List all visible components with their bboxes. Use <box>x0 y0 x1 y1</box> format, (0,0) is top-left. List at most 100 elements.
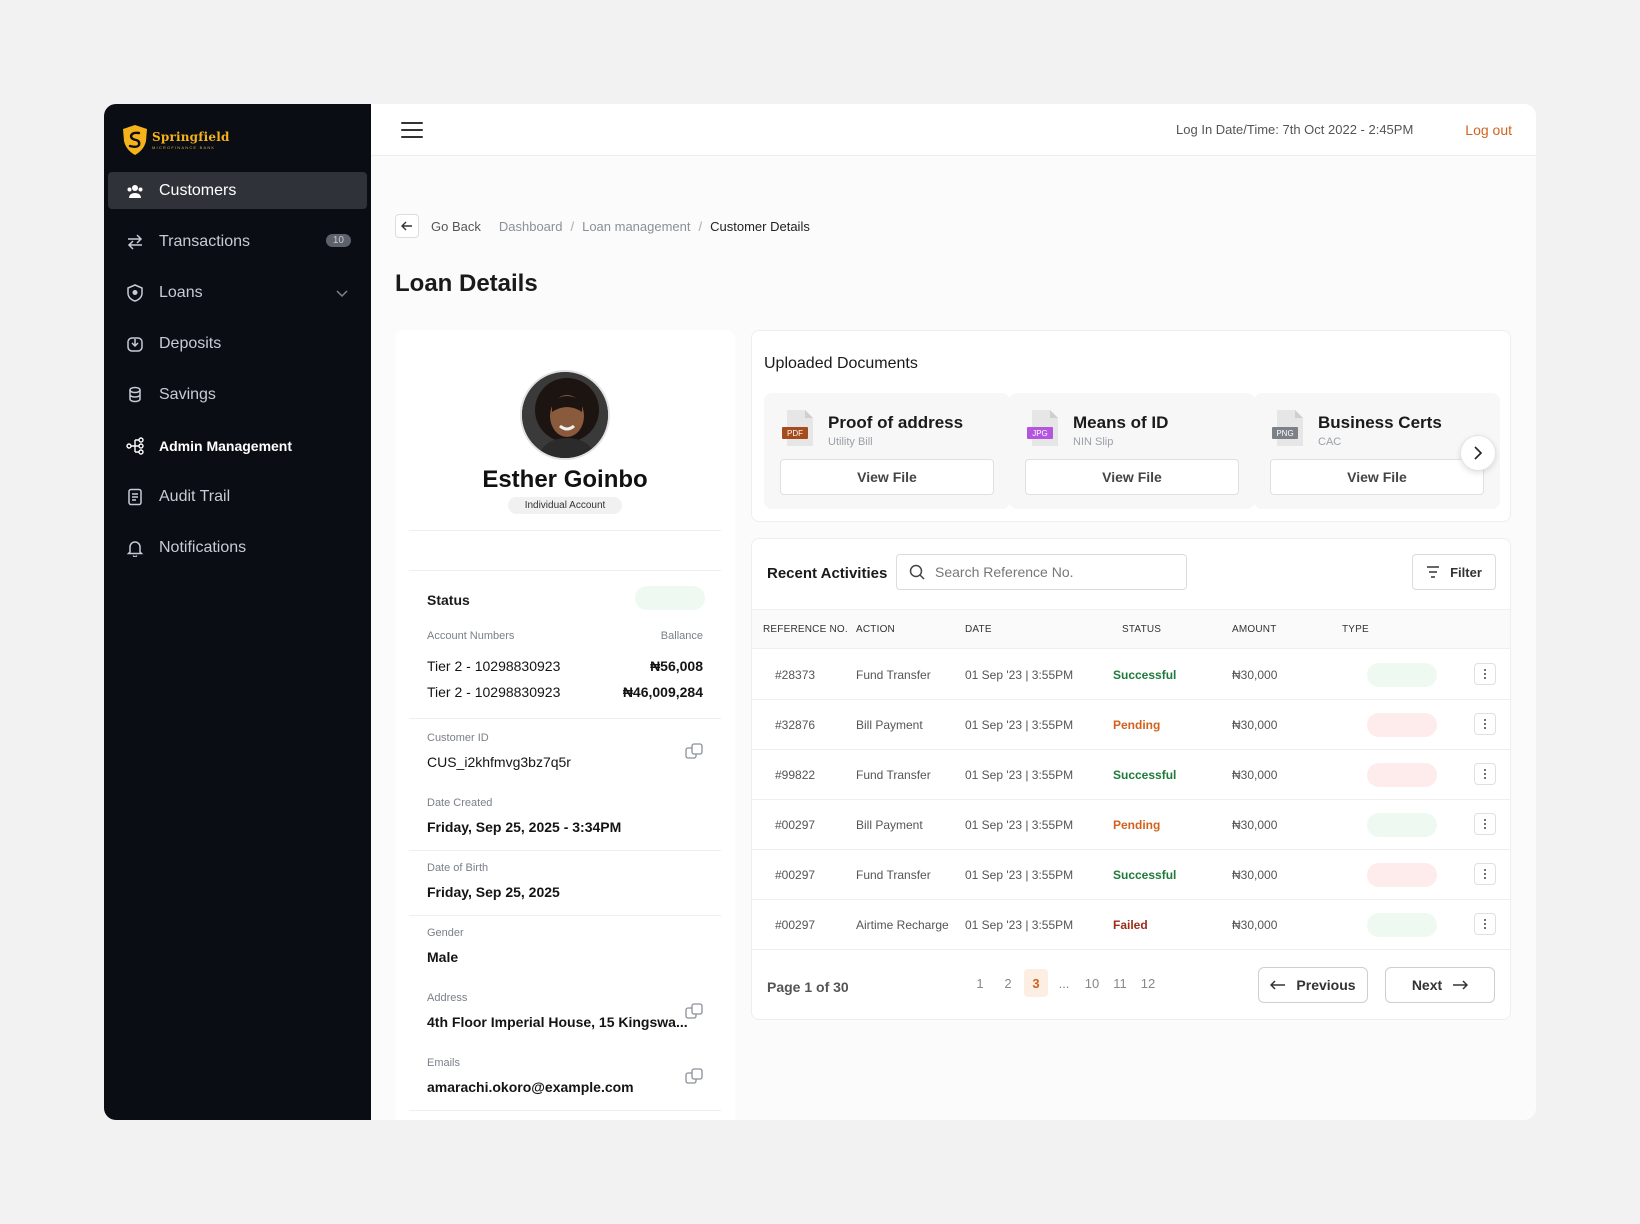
dob-label: Date of Birth <box>427 862 489 874</box>
users-icon <box>125 181 145 201</box>
column-header[interactable]: TYPE <box>1342 624 1369 635</box>
next-button[interactable]: Next <box>1385 967 1495 1003</box>
column-header[interactable]: AMOUNT <box>1232 624 1277 635</box>
arrow-left-icon <box>401 221 412 231</box>
sidebar-item-audit-trail[interactable]: Audit Trail <box>108 478 367 515</box>
divider <box>409 570 721 571</box>
customer-name: Esther Goinbo <box>482 466 648 493</box>
count-badge: 10 <box>325 234 351 247</box>
breadcrumb-separator: / <box>698 218 703 234</box>
column-header[interactable]: DATE <box>965 624 992 635</box>
brand-logo[interactable]: Springfield MICROFINANCE BANK <box>104 112 371 168</box>
more-options-icon[interactable] <box>1474 663 1496 685</box>
sidebar-item-customers[interactable]: Customers <box>108 172 367 209</box>
page-number[interactable]: 12 <box>1140 975 1156 991</box>
column-header[interactable]: ACTION <box>856 624 895 635</box>
document-list-icon <box>125 487 145 507</box>
account-numbers-label: Account Numbers <box>427 630 515 642</box>
view-file-button[interactable]: View File <box>780 459 994 495</box>
status-cell: Successful <box>1113 668 1177 682</box>
date-cell: 01 Sep '23 | 3:55PM <box>965 718 1074 732</box>
go-back-link[interactable]: Go Back <box>431 218 481 234</box>
sidebar-item-label: Customers <box>159 181 237 199</box>
logout-link[interactable]: Log out <box>1465 121 1512 138</box>
uploaded-documents-card: Uploaded Documents PDF Proof of address Ut… <box>751 330 1511 522</box>
date-cell: 01 Sep '23 | 3:55PM <box>965 818 1074 832</box>
previous-button[interactable]: Previous <box>1258 967 1368 1003</box>
copy-icon[interactable] <box>685 1002 703 1020</box>
address-value: 4th Floor Imperial House, 15 Kingswa... <box>427 1014 688 1030</box>
breadcrumb-current: Customer Details <box>710 218 810 234</box>
dob-value: Friday, Sep 25, 2025 <box>427 884 560 900</box>
arrow-left-icon <box>1270 980 1286 990</box>
table-row[interactable]: #00297 Bill Payment 01 Sep '23 | 3:55PM Pen… <box>752 800 1510 850</box>
table-row[interactable]: #00297 Airtime Recharge 01 Sep '23 | 3:55P… <box>752 900 1510 950</box>
file-type-label: PNG <box>1276 429 1293 438</box>
date-cell: 01 Sep '23 | 3:55PM <box>965 668 1074 682</box>
status-cell: Pending <box>1113 818 1161 832</box>
sidebar-item-transactions[interactable]: Transactions 10 <box>108 223 367 260</box>
view-file-button[interactable]: View File <box>1270 459 1484 495</box>
file-type-label: JPG <box>1032 429 1048 438</box>
status-badge <box>635 586 705 610</box>
sidebar: Springfield MICROFINANCE BANK Customers T… <box>104 104 371 1120</box>
chevron-down-icon[interactable] <box>335 286 349 300</box>
shield-logo-icon <box>123 125 147 155</box>
more-options-icon[interactable] <box>1474 813 1496 835</box>
carousel-next-button[interactable] <box>1460 435 1496 471</box>
table-row[interactable]: #32876 Bill Payment 01 Sep '23 | 3:55PM Pen… <box>752 700 1510 750</box>
column-header[interactable]: REFERENCE NO. <box>763 624 848 635</box>
sidebar-item-notifications[interactable]: Notifications <box>108 529 367 566</box>
more-options-icon[interactable] <box>1474 713 1496 735</box>
coins-stack-icon <box>125 385 145 405</box>
status-cell: Failed <box>1113 918 1148 932</box>
more-options-icon[interactable] <box>1474 863 1496 885</box>
filter-button[interactable]: Filter <box>1412 554 1496 590</box>
back-arrow-button[interactable] <box>395 214 419 238</box>
emails-label: Emails <box>427 1057 461 1069</box>
sidebar-item-deposits[interactable]: Deposits <box>108 325 367 362</box>
table-row[interactable]: #99822 Fund Transfer 01 Sep '23 | 3:55PM Su… <box>752 750 1510 800</box>
table-row[interactable]: #28373 Fund Transfer 01 Sep '23 | 3:55PM Su… <box>752 650 1510 700</box>
filter-icon <box>1427 566 1440 578</box>
reference-cell: #99822 <box>775 768 816 782</box>
amount-cell: ₦30,000 <box>1232 718 1278 732</box>
copy-icon[interactable] <box>685 742 703 760</box>
gender-label: Gender <box>427 927 464 939</box>
page-number[interactable]: 11 <box>1113 975 1127 991</box>
more-options-icon[interactable] <box>1474 913 1496 935</box>
column-header[interactable]: STATUS <box>1122 624 1162 635</box>
page-title: Loan Details <box>395 270 538 297</box>
breadcrumb-separator: / <box>570 218 575 234</box>
view-file-button[interactable]: View File <box>1025 459 1239 495</box>
brand-name: Springfield <box>152 130 230 144</box>
page-number[interactable]: 1 <box>976 975 984 991</box>
document-title: Business Certs <box>1318 413 1442 432</box>
brand-tagline: MICROFINANCE BANK <box>152 145 216 150</box>
page-number[interactable]: 10 <box>1084 975 1100 991</box>
reference-cell: #32876 <box>775 718 816 732</box>
copy-icon[interactable] <box>685 1067 703 1085</box>
sidebar-item-admin-management[interactable]: Admin Management <box>108 427 367 464</box>
search-input[interactable] <box>935 564 1165 580</box>
chevron-right-icon <box>1474 446 1483 460</box>
breadcrumb-loan-management[interactable]: Loan management <box>582 218 691 234</box>
account-balance-1: ₦56,008 <box>650 658 703 674</box>
action-cell: Bill Payment <box>856 718 923 732</box>
gender-value: Male <box>427 949 459 965</box>
table-row[interactable]: #00297 Fund Transfer 01 Sep '23 | 3:55PM Su… <box>752 850 1510 900</box>
type-badge <box>1367 713 1437 737</box>
menu-icon[interactable] <box>401 121 423 138</box>
breadcrumb-dashboard[interactable]: Dashboard <box>498 218 563 234</box>
document-card: PNG Business Certs CAC View File <box>1254 393 1500 509</box>
search-box <box>896 554 1187 590</box>
sidebar-item-loans[interactable]: Loans <box>108 274 367 311</box>
reference-cell: #28373 <box>775 668 816 682</box>
sidebar-item-savings[interactable]: Savings <box>108 376 367 413</box>
more-options-icon[interactable] <box>1474 763 1496 785</box>
arrow-right-icon <box>1453 980 1469 990</box>
sidebar-item-label: Savings <box>159 385 216 403</box>
page-number[interactable]: 2 <box>1004 975 1012 991</box>
document-title: Means of ID <box>1073 413 1169 432</box>
page-number[interactable]: 3 <box>1024 969 1048 997</box>
